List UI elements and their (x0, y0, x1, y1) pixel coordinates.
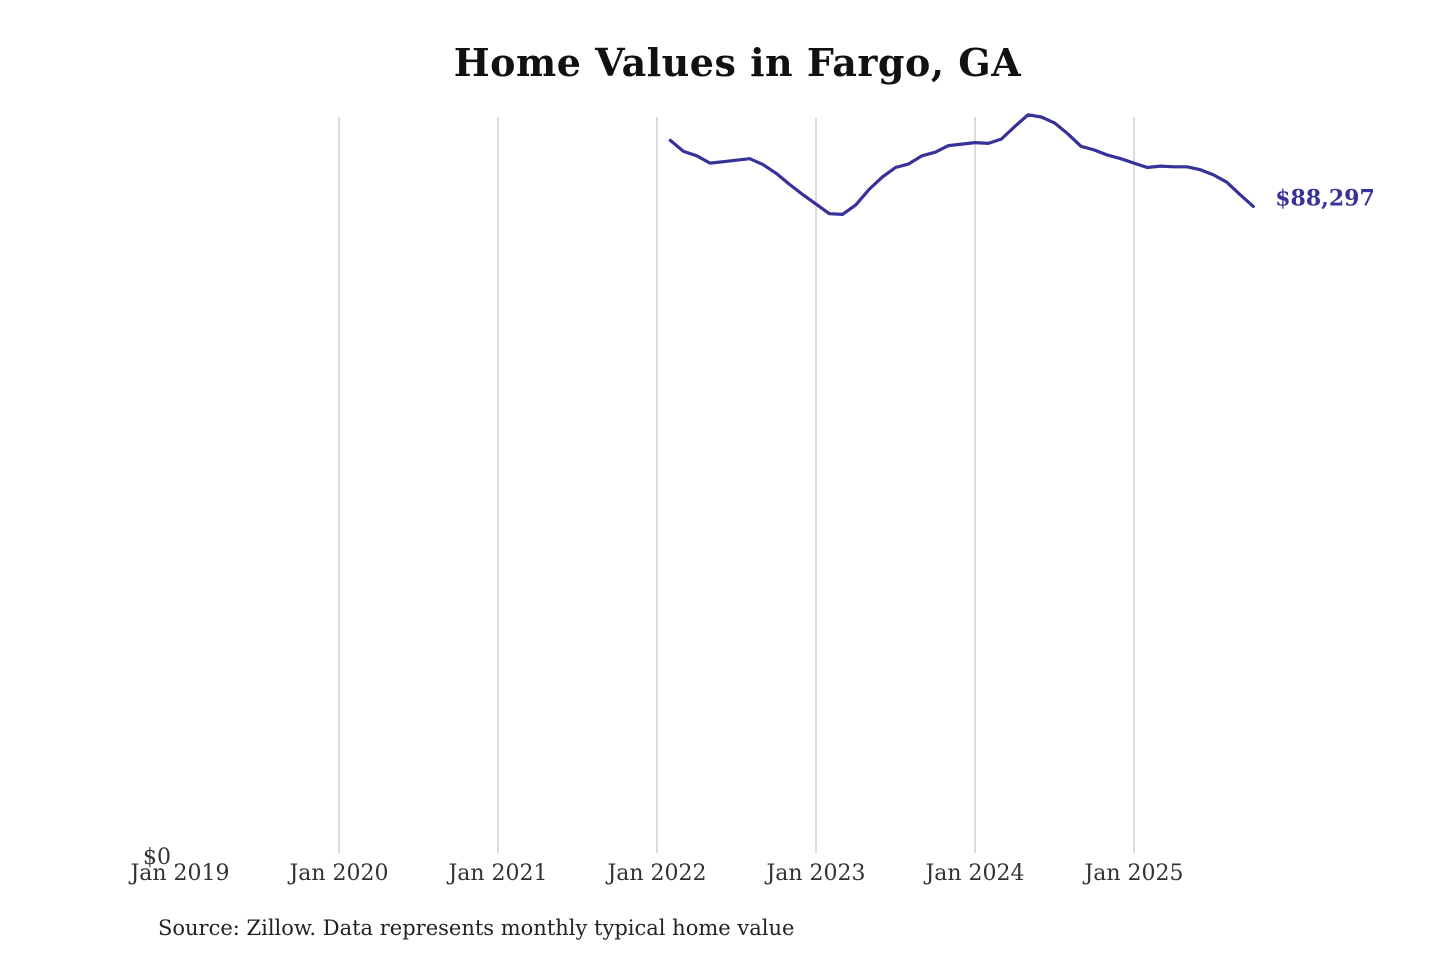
series-line (668, 113, 1255, 216)
x-tick-label: Jan 2025 (1082, 861, 1183, 886)
end-value-label: $88,297 (1275, 185, 1375, 211)
x-tick-label: Jan 2024 (923, 861, 1024, 886)
x-axis-ticks: Jan 2019 Jan 2020 Jan 2021 Jan 2022 Jan 2023… (128, 861, 1183, 886)
x-tick-label: Jan 2023 (764, 861, 865, 886)
y-axis-ticks: $0 (143, 845, 171, 870)
chart-title: Home Values in Fargo, GA (453, 40, 1022, 85)
x-tick-label: Jan 2020 (287, 861, 388, 886)
series-layer (668, 113, 1255, 216)
y-tick-label: $0 (143, 845, 171, 870)
x-tick-label: Jan 2021 (446, 861, 547, 886)
gridlines (338, 117, 1135, 853)
x-tick-label: Jan 2019 (128, 861, 229, 886)
source-note: Source: Zillow. Data represents monthly … (158, 916, 795, 940)
x-tick-label: Jan 2022 (605, 861, 706, 886)
end-label-layer: $88,297 (1275, 185, 1375, 211)
